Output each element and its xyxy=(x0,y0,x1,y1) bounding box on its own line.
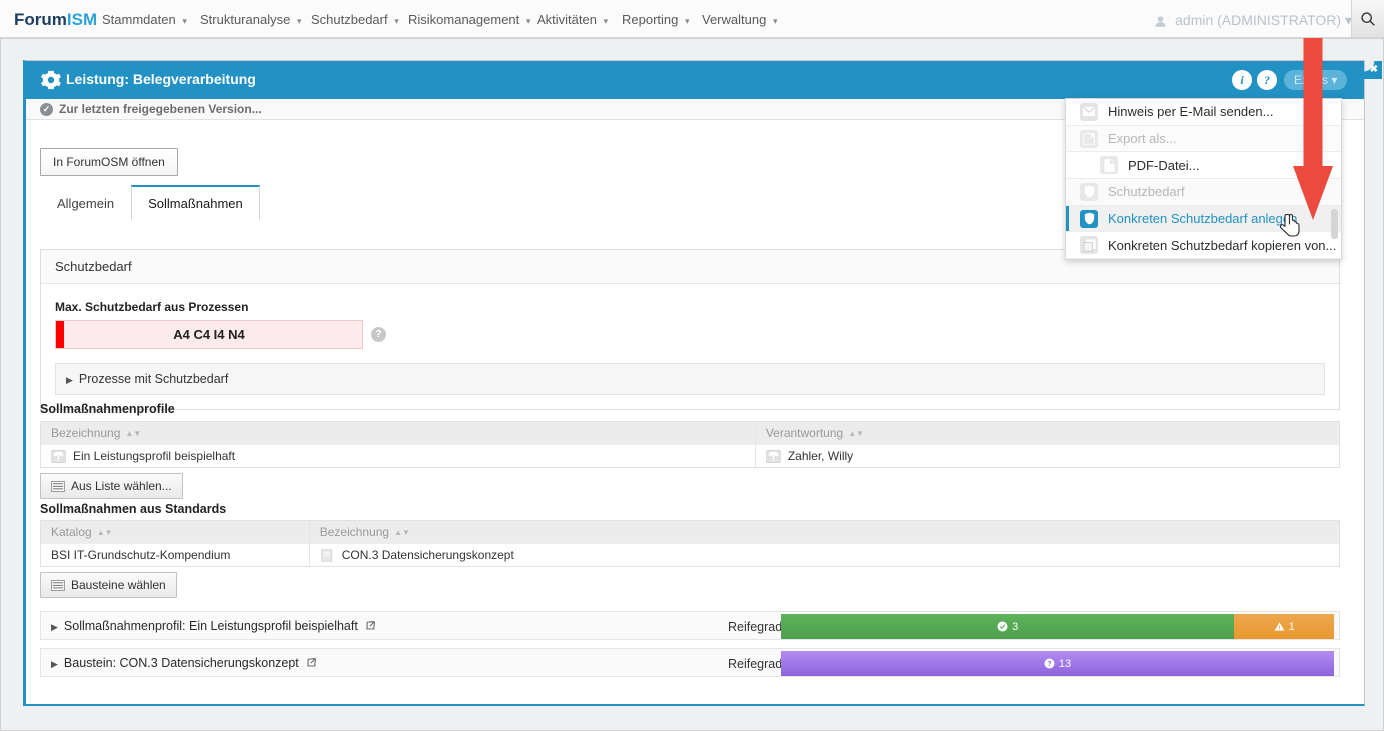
svg-text:?: ? xyxy=(1047,661,1051,668)
svg-text:!: ! xyxy=(1278,626,1280,632)
